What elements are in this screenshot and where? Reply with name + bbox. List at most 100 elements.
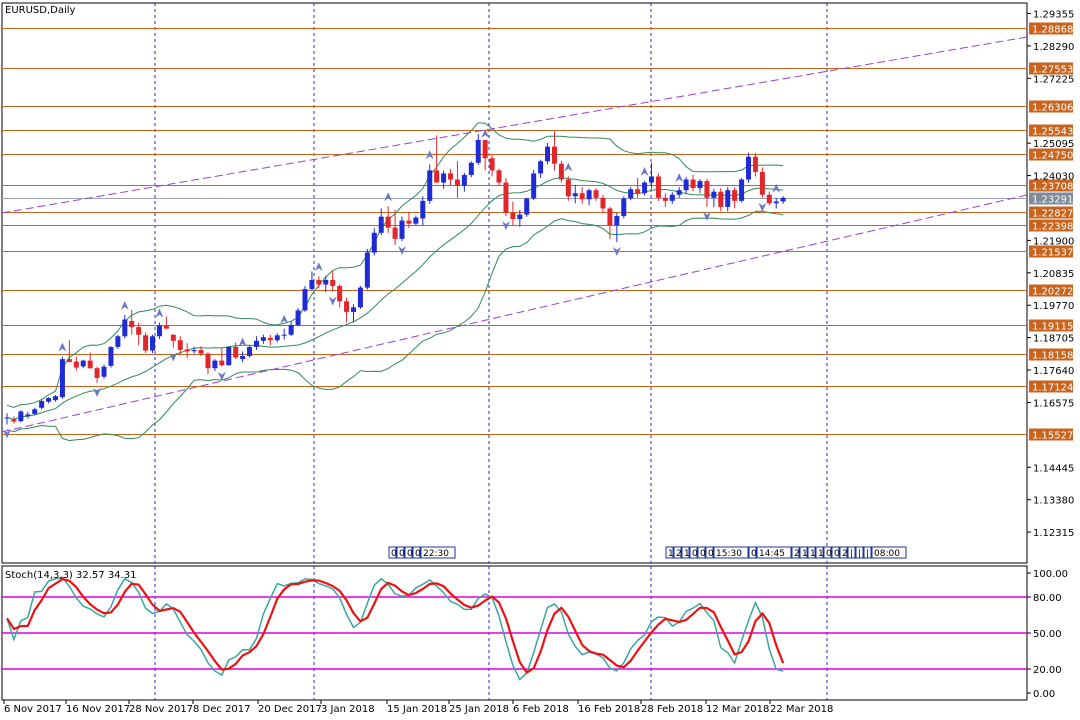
candle-body[interactable]: [357, 287, 363, 308]
candle-body[interactable]: [669, 194, 675, 201]
channel-lower-line[interactable]: [1, 194, 1028, 433]
candle-body[interactable]: [628, 189, 634, 199]
candle-body[interactable]: [73, 361, 79, 368]
candle-body[interactable]: [773, 201, 779, 204]
candle-body[interactable]: [226, 346, 232, 366]
candle-body[interactable]: [260, 337, 266, 341]
candle-body[interactable]: [288, 325, 294, 335]
candle-body[interactable]: [247, 346, 253, 357]
candle-body[interactable]: [482, 139, 488, 159]
candle-body[interactable]: [274, 335, 280, 341]
candle-body[interactable]: [683, 179, 689, 191]
candle-body[interactable]: [53, 396, 59, 401]
candle-body[interactable]: [704, 181, 710, 198]
candle-body[interactable]: [732, 190, 738, 201]
candle-body[interactable]: [746, 156, 752, 180]
candle-body[interactable]: [219, 360, 225, 366]
candle-body[interactable]: [330, 279, 336, 287]
candle-body[interactable]: [184, 349, 190, 352]
candle-body[interactable]: [267, 337, 273, 341]
candle-body[interactable]: [4, 417, 10, 419]
candle-body[interactable]: [718, 191, 724, 207]
candle-body[interactable]: [115, 336, 121, 347]
candle-body[interactable]: [11, 419, 17, 422]
candle-body[interactable]: [503, 182, 509, 213]
candle-body[interactable]: [66, 359, 72, 363]
candle-body[interactable]: [565, 179, 571, 197]
candle-body[interactable]: [18, 411, 24, 422]
candle-body[interactable]: [25, 414, 31, 417]
candle-body[interactable]: [420, 200, 426, 219]
candle-body[interactable]: [766, 194, 772, 204]
candle-body[interactable]: [337, 286, 343, 302]
candle-body[interactable]: [662, 197, 668, 201]
candle-body[interactable]: [448, 173, 454, 180]
candle-body[interactable]: [156, 325, 162, 337]
candle-body[interactable]: [517, 214, 523, 220]
candle-body[interactable]: [752, 156, 758, 172]
candle-body[interactable]: [39, 401, 45, 408]
stochastic-panel[interactable]: 100.00 80.00 50.00 20.00 0.00: [1, 565, 1068, 701]
candle-body[interactable]: [212, 360, 218, 369]
candle-body[interactable]: [240, 356, 246, 360]
candle-body[interactable]: [607, 208, 613, 226]
candle-body[interactable]: [281, 334, 287, 336]
candle-body[interactable]: [136, 327, 142, 335]
candle-body[interactable]: [621, 198, 627, 217]
candle-body[interactable]: [475, 139, 481, 163]
candle-body[interactable]: [572, 193, 578, 197]
candle-body[interactable]: [129, 321, 135, 328]
candle-body[interactable]: [489, 158, 495, 171]
candle-body[interactable]: [253, 340, 259, 347]
candle-body[interactable]: [323, 279, 329, 285]
candle-body[interactable]: [385, 216, 391, 228]
candle-body[interactable]: [739, 179, 745, 201]
candle-body[interactable]: [364, 252, 370, 288]
candle-body[interactable]: [642, 182, 648, 194]
candle-body[interactable]: [344, 301, 350, 312]
candle-body[interactable]: [101, 366, 107, 377]
candle-body[interactable]: [302, 289, 308, 311]
candle-body[interactable]: [406, 220, 412, 224]
candle-body[interactable]: [635, 189, 641, 194]
candle-body[interactable]: [759, 171, 765, 195]
candle-body[interactable]: [316, 279, 322, 285]
candle-body[interactable]: [46, 398, 52, 402]
candle-body[interactable]: [558, 163, 564, 180]
candle-body[interactable]: [32, 409, 38, 414]
candle-body[interactable]: [191, 349, 197, 352]
candle-body[interactable]: [711, 191, 717, 198]
candle-body[interactable]: [233, 346, 239, 358]
candle-body[interactable]: [87, 360, 93, 369]
candle-body[interactable]: [510, 213, 516, 220]
candle-body[interactable]: [586, 190, 592, 200]
candle-body[interactable]: [59, 359, 65, 398]
candle-body[interactable]: [371, 232, 377, 253]
candle-body[interactable]: [399, 220, 405, 239]
candle-body[interactable]: [441, 173, 447, 183]
candle-body[interactable]: [198, 349, 204, 354]
candle-body[interactable]: [427, 170, 433, 201]
candle-body[interactable]: [80, 360, 86, 367]
candle-body[interactable]: [108, 346, 114, 366]
candle-body[interactable]: [531, 173, 537, 199]
candle-body[interactable]: [205, 353, 211, 369]
candle-body[interactable]: [94, 368, 100, 378]
candle-body[interactable]: [697, 181, 703, 189]
candle-body[interactable]: [593, 190, 599, 198]
candle-body[interactable]: [295, 310, 301, 325]
candle-body[interactable]: [545, 146, 551, 162]
candle-body[interactable]: [524, 198, 530, 215]
price-panel[interactable]: 1.29355 1.28290 1.27225 1.25095 1.24030 1.219…: [1, 2, 1074, 564]
candle-body[interactable]: [170, 334, 176, 341]
candle-body[interactable]: [309, 279, 315, 290]
candle-body[interactable]: [392, 227, 398, 239]
candle-body[interactable]: [461, 174, 467, 186]
candle-body[interactable]: [177, 340, 183, 350]
candle-body[interactable]: [579, 193, 585, 200]
candle-body[interactable]: [614, 216, 620, 226]
candle-body[interactable]: [378, 216, 384, 233]
candle-body[interactable]: [163, 325, 169, 329]
candle-body[interactable]: [648, 176, 654, 183]
